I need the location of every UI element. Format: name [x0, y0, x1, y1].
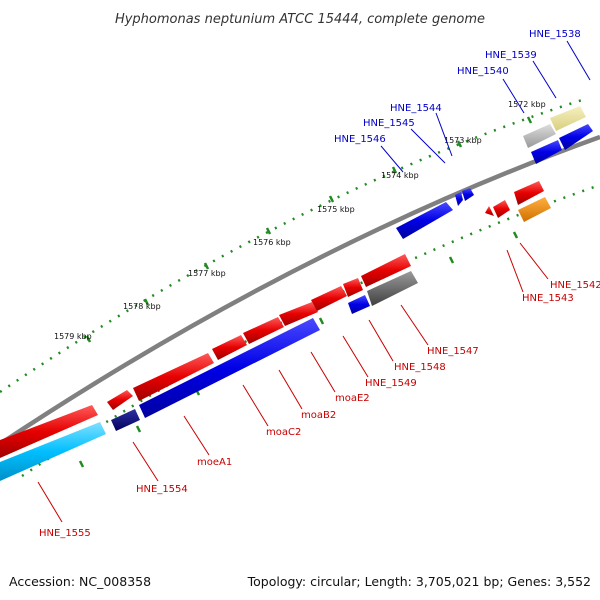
gene-hne-1543[interactable]: [493, 200, 510, 218]
gene-hne-1554-navy[interactable]: [111, 409, 140, 431]
leader-line: [183, 415, 210, 456]
label-hne-1555: HNE_1555: [39, 528, 91, 539]
gene-hne-1544[interactable]: [462, 188, 474, 201]
map-title: Hyphomonas neptunium ATCC 15444, complet…: [115, 12, 485, 27]
major-tick: [265, 227, 272, 235]
tick-label: 1572 kbp: [508, 100, 546, 109]
topology-text: Topology: circular; Length: 3,705,021 bp…: [247, 574, 591, 589]
feature-hne-1538-pale[interactable]: [550, 106, 586, 131]
gene-moae2[interactable]: [279, 302, 318, 326]
gene-hne-1543-small[interactable]: [485, 206, 494, 216]
leader-line: [519, 242, 549, 280]
forward-strand: [396, 106, 593, 239]
feature-hne-1538-light[interactable]: [523, 124, 556, 148]
label-hne-1546: HNE_1546: [334, 134, 386, 145]
major-tick: [448, 256, 455, 264]
label-hne-1554: HNE_1554: [136, 484, 188, 495]
leader-line: [410, 128, 446, 164]
label-hne-1538: HNE_1538: [529, 29, 581, 40]
major-tick: [456, 140, 463, 148]
major-tick: [391, 166, 398, 174]
gene-hne-1540[interactable]: [531, 140, 562, 164]
label-hne-1547: HNE_1547: [427, 346, 479, 357]
label-hne-1548: HNE_1548: [394, 362, 446, 373]
label-hne-1549: HNE_1549: [365, 378, 417, 389]
label-hne-1545: HNE_1545: [363, 118, 415, 129]
major-tick: [143, 298, 150, 306]
label-hne-1540: HNE_1540: [457, 66, 509, 77]
gene-hne-1555-red[interactable]: [0, 405, 98, 458]
inner-tick-track: [21, 183, 600, 478]
outer-tick-track: [0, 98, 583, 394]
leader-line: [132, 441, 159, 482]
label-moab2: moaB2: [301, 410, 336, 421]
label-moea1: moeA1: [197, 457, 232, 468]
leader-line: [506, 249, 524, 293]
leader-line: [380, 145, 404, 173]
leader-line: [37, 481, 63, 523]
gene-moac2-blue[interactable]: [139, 318, 320, 418]
gene-moac2[interactable]: [212, 335, 247, 360]
leader-line: [435, 112, 453, 157]
gene-hne-1548[interactable]: [343, 278, 363, 297]
tick-label: 1573 kbp: [444, 136, 482, 145]
gene-moea1[interactable]: [133, 353, 214, 401]
label-moac2: moaC2: [266, 427, 301, 438]
gene-hne-1555-cyan[interactable]: [0, 422, 106, 481]
label-hne-1539: HNE_1539: [485, 50, 537, 61]
major-tick: [135, 425, 142, 433]
major-tick: [85, 335, 92, 343]
leader-line: [400, 304, 429, 346]
major-tick: [203, 262, 210, 270]
leader-line: [532, 60, 557, 99]
leader-line: [342, 335, 369, 378]
gene-hne-1539[interactable]: [559, 124, 593, 150]
reverse-leaders: [37, 242, 549, 523]
feature-hne-1548-blue[interactable]: [348, 295, 370, 314]
major-tick: [328, 195, 335, 203]
major-tick: [526, 116, 533, 124]
leader-line: [310, 351, 336, 393]
feature-hne-1547-gray[interactable]: [367, 271, 418, 306]
tick-label: 1578 kbp: [123, 302, 161, 311]
major-tick: [318, 317, 325, 325]
leader-line: [278, 369, 303, 410]
gene-hne-1554-a[interactable]: [107, 390, 133, 410]
genome-backbone: [0, 134, 600, 446]
major-tick: [512, 231, 519, 239]
gene-moab2[interactable]: [243, 317, 284, 344]
leader-line: [566, 40, 591, 81]
label-moae2: moaE2: [335, 393, 370, 404]
label-hne-1544: HNE_1544: [390, 103, 442, 114]
reverse-strand: [0, 181, 551, 481]
major-tick: [78, 460, 85, 468]
gene-hne-1542[interactable]: [514, 181, 544, 205]
leader-line: [242, 384, 269, 427]
leader-line: [368, 319, 394, 362]
forward-leaders: [380, 40, 591, 173]
feature-hne-1542-orange[interactable]: [518, 197, 551, 222]
gene-hne-1546[interactable]: [396, 202, 453, 239]
gene-hne-1547[interactable]: [361, 254, 411, 287]
gene-hne-1545[interactable]: [455, 192, 463, 206]
tick-label: 1575 kbp: [317, 205, 355, 214]
tick-label: 1577 kbp: [188, 269, 226, 278]
gene-hne-1549[interactable]: [311, 286, 347, 311]
tick-label: 1579 kbp: [54, 332, 92, 341]
tick-label: 1576 kbp: [253, 238, 291, 247]
tick-label: 1574 kbp: [381, 171, 419, 180]
accession-text: Accession: NC_008358: [9, 574, 151, 589]
label-hne-1542: HNE_1542: [550, 280, 600, 291]
label-hne-1543: HNE_1543: [522, 293, 574, 304]
leader-line: [502, 78, 525, 114]
